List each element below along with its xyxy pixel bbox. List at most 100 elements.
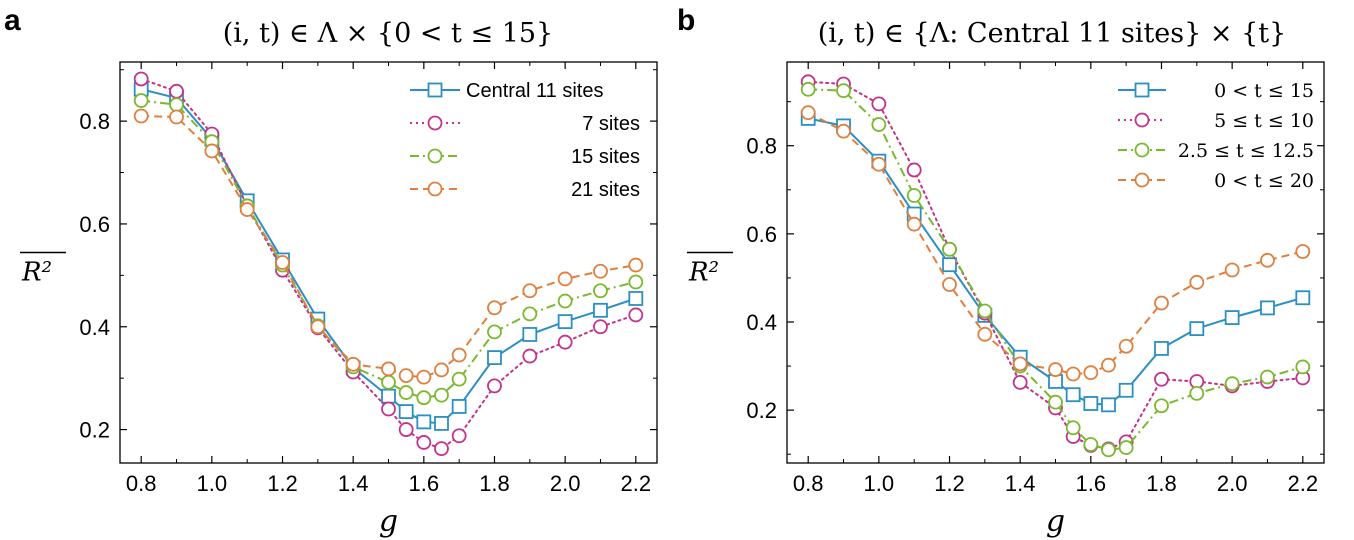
data-point	[593, 283, 608, 299]
x-tick-label: 1.4	[1005, 471, 1036, 496]
x-tick-label: 2.2	[621, 471, 652, 496]
data-point	[434, 416, 449, 431]
x-tick-label: 2.0	[550, 471, 581, 496]
data-point	[906, 188, 922, 203]
data-point	[1189, 385, 1205, 401]
data-point	[522, 283, 538, 299]
data-point	[416, 390, 432, 406]
data-point	[522, 348, 538, 364]
data-point	[871, 117, 887, 132]
data-point	[1012, 356, 1028, 372]
data-point	[434, 362, 449, 378]
data-point	[1065, 387, 1081, 403]
legend-entry: 5 ≤ t ≤ 10	[1118, 110, 1314, 132]
series-2	[133, 93, 644, 406]
data-point	[593, 319, 608, 335]
legend-label: 0 < t ≤ 15	[1214, 80, 1314, 102]
data-point	[381, 374, 396, 390]
panel-b: b (i, t) ∈ {Λ: Central 11 sites} × {t} 0.8…	[677, 4, 1325, 539]
legend-entry: Central 11 sites	[410, 80, 603, 102]
data-point	[522, 306, 538, 322]
legend-entry: 0 < t ≤ 15	[1118, 80, 1314, 102]
data-point	[398, 422, 414, 437]
data-point	[487, 350, 502, 366]
data-point	[977, 303, 993, 319]
data-point	[836, 83, 851, 99]
data-point	[1065, 366, 1081, 382]
panel-a: a (i, t) ∈ Λ × {0 < t ≤ 15} 0.8 1.0 1.2 1.4 1.…	[4, 4, 658, 539]
data-point	[381, 361, 396, 377]
legend-marker	[427, 115, 443, 131]
data-point	[906, 216, 922, 232]
data-point	[1224, 262, 1240, 278]
data-point	[169, 83, 184, 99]
data-point	[942, 241, 957, 257]
y-tick-label: 0.4	[746, 310, 777, 335]
data-point	[836, 123, 851, 139]
data-point	[942, 257, 957, 273]
legend-entry: 7 sites	[410, 113, 640, 135]
series-line	[140, 78, 637, 450]
x-tick-label: 0.8	[126, 471, 157, 496]
data-point	[628, 307, 644, 323]
data-point	[416, 414, 432, 430]
legend: Central 11 sites 7 sites 15 sites 21 sites	[410, 80, 640, 201]
data-point	[434, 441, 449, 457]
series-3	[800, 105, 1311, 382]
series-line	[808, 88, 1304, 451]
data-point	[1083, 365, 1099, 381]
data-point	[1101, 397, 1116, 413]
data-point	[1154, 398, 1169, 414]
x-tick-label: 1.8	[1146, 471, 1177, 496]
data-point	[133, 93, 149, 108]
data-point	[977, 326, 993, 342]
legend-label: 5 ≤ t ≤ 10	[1214, 110, 1314, 132]
chart-title: (i, t) ∈ Λ × {0 < t ≤ 15}	[223, 18, 553, 49]
data-point	[1154, 371, 1169, 387]
x-tick-label: 1.2	[267, 471, 298, 496]
legend-marker	[427, 82, 443, 98]
data-point	[1189, 321, 1205, 336]
data-point	[1224, 310, 1240, 325]
legend-entry: 15 sites	[410, 146, 640, 168]
y-tick-label: 0.6	[79, 212, 110, 237]
data-point	[451, 399, 467, 414]
series-line	[807, 111, 1304, 376]
y-tick-label: 0.2	[746, 398, 777, 423]
legend-marker	[1134, 172, 1150, 188]
y-axis-label: R²	[20, 251, 66, 288]
legend-marker	[427, 148, 443, 164]
data-point	[204, 143, 220, 159]
data-point	[1118, 338, 1134, 354]
data-point	[593, 302, 608, 318]
data-point	[871, 156, 887, 172]
x-tick-label: 1.0	[197, 471, 228, 496]
y-axis-label-text: R²	[21, 258, 52, 288]
data-point	[871, 96, 887, 112]
x-tick-label: 2.0	[1217, 471, 1248, 496]
data-point	[1101, 442, 1116, 458]
x-tick-label: 1.6	[409, 471, 440, 496]
x-tick-label: 1.2	[934, 471, 965, 496]
data-point	[1260, 300, 1275, 316]
data-point	[487, 378, 502, 394]
legend-entry: 2.5 ≤ t ≤ 12.5	[1118, 140, 1314, 162]
data-point	[169, 97, 184, 113]
data-point	[1065, 420, 1081, 436]
panel-letter: b	[677, 4, 695, 37]
data-point	[1189, 274, 1205, 290]
data-point	[398, 404, 414, 419]
y-tick-label: 0.2	[79, 418, 110, 443]
series-3	[133, 108, 644, 385]
data-point	[451, 347, 467, 363]
data-point	[1260, 369, 1275, 385]
data-point	[1260, 252, 1275, 268]
data-point	[381, 388, 396, 404]
x-tick-label: 1.8	[479, 471, 510, 496]
x-axis-label: g	[1046, 504, 1065, 539]
data-point	[398, 385, 414, 400]
data-point	[1118, 440, 1134, 455]
y-tick-label: 0.6	[746, 222, 777, 247]
data-point	[310, 319, 326, 335]
data-point	[1048, 394, 1063, 410]
